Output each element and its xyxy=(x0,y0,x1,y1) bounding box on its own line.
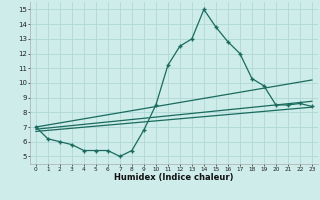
X-axis label: Humidex (Indice chaleur): Humidex (Indice chaleur) xyxy=(114,173,234,182)
